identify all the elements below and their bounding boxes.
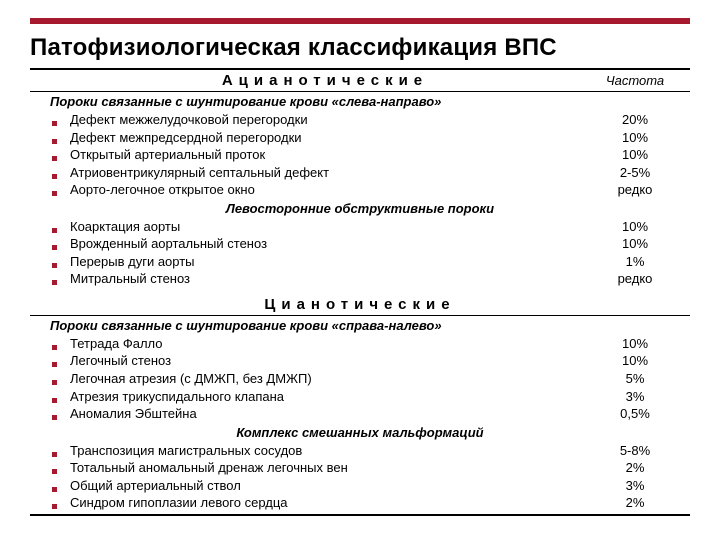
row-frequency: 5% — [580, 370, 690, 388]
table-row: Митральный стенозредко — [30, 270, 690, 288]
section-subheader: Пороки связанные с шунтирование крови «с… — [30, 316, 690, 335]
row-label: Врожденный аортальный стеноз — [70, 235, 580, 253]
row-label: Общий артериальный ствол — [70, 477, 580, 495]
bullet-icon — [52, 394, 60, 402]
row-frequency: 2-5% — [580, 164, 690, 182]
table-header: Ацианотические Частота — [30, 68, 690, 92]
bullet-icon — [52, 135, 60, 143]
row-label: Атриовентрикулярный септальный дефект — [70, 164, 580, 182]
row-frequency: 5-8% — [580, 442, 690, 460]
bullet-icon — [52, 500, 60, 508]
row-label: Синдром гипоплазии левого сердца — [70, 494, 580, 512]
table-row: Перерыв дуги аорты1% — [30, 253, 690, 271]
section-subheader: Левосторонние обструктивные пороки — [30, 199, 690, 218]
bullet-icon — [52, 483, 60, 491]
bottom-rule — [30, 514, 690, 516]
row-frequency: 10% — [580, 352, 690, 370]
slide-title: Патофизиологическая классификация ВПС — [30, 34, 690, 62]
column-header-right: Частота — [580, 73, 690, 88]
row-frequency: 10% — [580, 146, 690, 164]
row-frequency: 1% — [580, 253, 690, 271]
accent-bar — [30, 18, 690, 24]
row-frequency: 10% — [580, 129, 690, 147]
table-row: Дефект межпредсердной перегородки10% — [30, 129, 690, 147]
row-label: Аномалия Эбштейна — [70, 405, 580, 423]
table-row: Транспозиция магистральных сосудов5-8% — [30, 442, 690, 460]
bullet-icon — [52, 448, 60, 456]
row-label: Тетрада Фалло — [70, 335, 580, 353]
row-label: Открытый артериальный проток — [70, 146, 580, 164]
bullet-icon — [52, 187, 60, 195]
row-label: Легочная атрезия (с ДМЖП, без ДМЖП) — [70, 370, 580, 388]
row-frequency: 2% — [580, 494, 690, 512]
row-label: Транспозиция магистральных сосудов — [70, 442, 580, 460]
row-frequency: 10% — [580, 218, 690, 236]
table-row: Открытый артериальный проток10% — [30, 146, 690, 164]
section-subheader: Пороки связанные с шунтирование крови «с… — [30, 92, 690, 111]
row-label: Дефект межпредсердной перегородки — [70, 129, 580, 147]
table-body: Пороки связанные с шунтирование крови «с… — [30, 92, 690, 512]
row-frequency: 20% — [580, 111, 690, 129]
row-frequency: редко — [580, 270, 690, 288]
row-label: Митральный стеноз — [70, 270, 580, 288]
bullet-icon — [52, 341, 60, 349]
row-frequency: 10% — [580, 235, 690, 253]
table-row: Легочная атрезия (с ДМЖП, без ДМЖП)5% — [30, 370, 690, 388]
slide: Патофизиологическая классификация ВПС Ац… — [0, 0, 720, 540]
table-row: Тотальный аномальный дренаж легочных вен… — [30, 459, 690, 477]
row-frequency: 3% — [580, 388, 690, 406]
table-row: Синдром гипоплазии левого сердца2% — [30, 494, 690, 512]
bullet-icon — [52, 358, 60, 366]
row-label: Дефект межжелудочковой перегородки — [70, 111, 580, 129]
section-subheader: Комплекс смешанных мальформаций — [30, 423, 690, 442]
table-row: Дефект межжелудочковой перегородки20% — [30, 111, 690, 129]
row-frequency: редко — [580, 181, 690, 199]
bullet-icon — [52, 276, 60, 284]
row-label: Коарктация аорты — [70, 218, 580, 236]
table-row: Общий артериальный ствол3% — [30, 477, 690, 495]
group-header: Цианотические — [30, 292, 690, 316]
row-label: Атрезия трикуспидального клапана — [70, 388, 580, 406]
row-frequency: 3% — [580, 477, 690, 495]
bullet-icon — [52, 241, 60, 249]
bullet-icon — [52, 152, 60, 160]
table-row: Аорто-легочное открытое окноредко — [30, 181, 690, 199]
bullet-icon — [52, 224, 60, 232]
bullet-icon — [52, 170, 60, 178]
bullet-icon — [52, 411, 60, 419]
row-label: Легочный стеноз — [70, 352, 580, 370]
row-frequency: 10% — [580, 335, 690, 353]
row-label: Аорто-легочное открытое окно — [70, 181, 580, 199]
table-row: Врожденный аортальный стеноз10% — [30, 235, 690, 253]
table-row: Тетрада Фалло10% — [30, 335, 690, 353]
bullet-icon — [52, 259, 60, 267]
table-row: Аномалия Эбштейна0,5% — [30, 405, 690, 423]
table-row: Атриовентрикулярный септальный дефект2-5… — [30, 164, 690, 182]
bullet-icon — [52, 117, 60, 125]
row-label: Перерыв дуги аорты — [70, 253, 580, 271]
table-row: Легочный стеноз10% — [30, 352, 690, 370]
row-frequency: 0,5% — [580, 405, 690, 423]
row-label: Тотальный аномальный дренаж легочных вен — [70, 459, 580, 477]
bullet-icon — [52, 465, 60, 473]
column-header-left: Ацианотические — [30, 72, 580, 89]
bullet-icon — [52, 376, 60, 384]
table-row: Коарктация аорты10% — [30, 218, 690, 236]
table-row: Атрезия трикуспидального клапана3% — [30, 388, 690, 406]
row-frequency: 2% — [580, 459, 690, 477]
